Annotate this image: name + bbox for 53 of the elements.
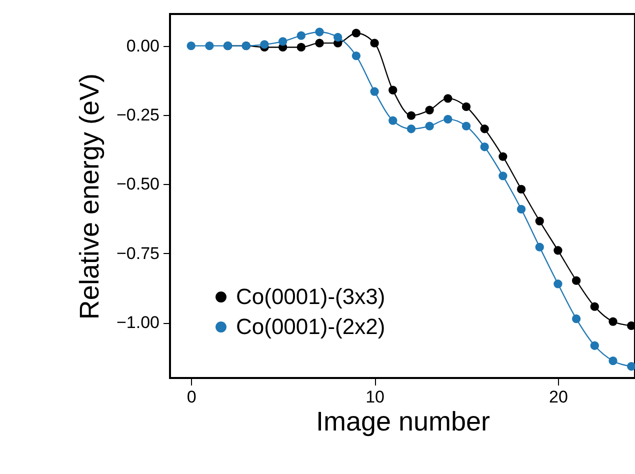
point [608, 356, 618, 366]
y-tick-label: 0.00 [126, 36, 160, 56]
point [260, 40, 269, 49]
point [516, 184, 526, 194]
point [315, 28, 324, 36]
legend-label: Co(0001)-(2x2) [236, 314, 386, 339]
point [370, 87, 379, 96]
point [296, 42, 306, 52]
y-tick-label: −0.75 [116, 244, 160, 263]
point [590, 341, 599, 350]
x-axis-title: Image number [316, 406, 490, 436]
x-tick-label: 10 [366, 388, 384, 406]
point [627, 321, 635, 330]
point [388, 86, 398, 94]
x-tick-label: 0 [186, 388, 196, 406]
point [352, 28, 361, 38]
y-tick-label: −0.25 [116, 106, 160, 125]
point [425, 122, 434, 130]
point [572, 314, 581, 324]
point [498, 172, 508, 180]
point [590, 302, 599, 311]
point [535, 242, 544, 252]
point [444, 114, 452, 124]
point [627, 362, 635, 371]
point [425, 106, 434, 114]
point [480, 142, 489, 152]
y-tick-label: −1.00 [116, 313, 160, 332]
point [462, 102, 471, 112]
point [296, 31, 306, 40]
point [315, 38, 324, 48]
point [516, 204, 526, 214]
point [480, 124, 489, 134]
point [278, 37, 288, 46]
point [498, 152, 508, 161]
point [406, 111, 416, 120]
point [186, 42, 196, 50]
y-tick-label: −0.50 [116, 174, 160, 194]
point [406, 124, 416, 134]
point [554, 280, 562, 288]
point [334, 32, 342, 42]
point [205, 42, 214, 50]
x-tick-label: 20 [549, 388, 568, 406]
point [535, 216, 544, 226]
point [444, 94, 452, 103]
point [388, 116, 398, 125]
point [370, 38, 379, 48]
point [572, 276, 581, 285]
point [352, 51, 361, 60]
point [608, 317, 618, 326]
y-axis-title: Relative energy (eV) [74, 73, 104, 320]
legend-label: Co(0001)-(3x3) [236, 284, 386, 309]
point [554, 246, 562, 255]
point [462, 122, 471, 130]
